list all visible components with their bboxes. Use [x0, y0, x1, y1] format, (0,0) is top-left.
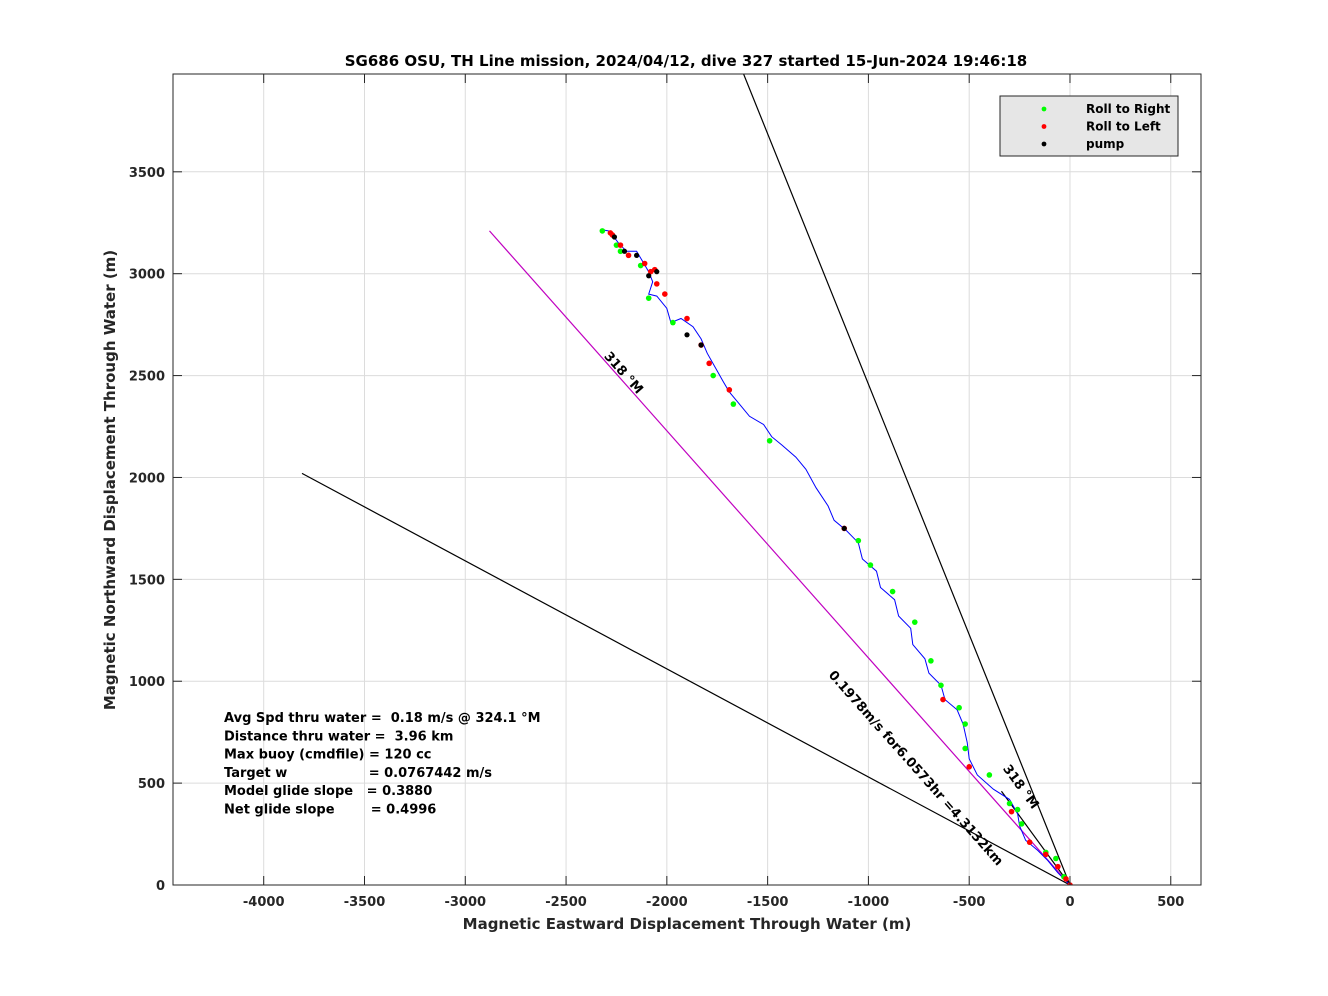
reference-lines	[301, 74, 1071, 885]
stats-line: Model glide slope = 0.3880	[224, 784, 432, 799]
pump-marker	[634, 252, 640, 258]
reference-line	[489, 230, 1071, 885]
roll-right-marker	[645, 295, 652, 301]
y-tick-label: 3000	[129, 268, 165, 283]
roll-right-marker	[855, 537, 862, 544]
roll-right-marker	[956, 704, 962, 711]
axis-ticks: -4000 -3500 -3000 -2500 -2000 -1500 -1000 -500 0…	[129, 74, 1201, 910]
legend-label: Roll to Right	[1086, 102, 1171, 116]
roll-right-marker	[867, 562, 874, 568]
roll-left-marker	[1063, 876, 1069, 882]
roll-right-marker	[928, 658, 934, 664]
y-tick-label: 0	[156, 879, 165, 894]
roll-right-marker	[599, 228, 606, 234]
plot-frame	[172, 73, 1202, 886]
stats-line: Target w = 0.0767442 m/s	[224, 766, 492, 781]
legend-marker	[1041, 141, 1047, 147]
roll-right-marker	[1018, 821, 1025, 827]
reference-line	[301, 472, 1071, 885]
roll-left-marker	[653, 281, 660, 287]
roll-left-marker	[940, 696, 946, 703]
roll-left-marker	[607, 230, 614, 236]
pump-marker	[841, 525, 847, 532]
stats-line: Net glide slope = 0.4996	[224, 803, 436, 818]
roll-right-marker	[1014, 806, 1021, 813]
y-axis-title: Magnetic Northward Displacement Through …	[101, 250, 119, 710]
stats-line: Avg Spd thru water = 0.18 m/s @ 324.1 °M	[224, 711, 541, 726]
stats-line: Distance thru water = 3.96 km	[224, 729, 453, 744]
roll-right-marker	[962, 721, 968, 727]
roll-right-marker	[710, 372, 717, 379]
x-tick-label: -3000	[444, 895, 486, 910]
stats-box: Avg Spd thru water = 0.18 m/s @ 324.1 °M…	[224, 711, 541, 818]
legend-marker	[1041, 106, 1047, 112]
x-tick-label: -2000	[646, 895, 688, 910]
x-tick-label: -1000	[848, 895, 890, 910]
track-group	[602, 229, 1071, 885]
x-tick-label: -3500	[344, 895, 386, 910]
roll-right-marker	[1053, 855, 1059, 862]
x-tick-label: -500	[953, 895, 986, 910]
pump-marker	[654, 269, 660, 275]
roll-right-marker	[1006, 800, 1013, 807]
pump-marker	[646, 273, 652, 279]
pump-marker	[621, 248, 628, 254]
y-tick-label: 1500	[129, 573, 165, 588]
roll-right-marker	[889, 588, 896, 595]
roll-left-marker	[1008, 808, 1015, 815]
roll-left-marker	[706, 360, 712, 367]
roll-left-marker	[1026, 839, 1033, 846]
roll-right-marker	[613, 242, 620, 248]
legend-box	[999, 95, 1179, 157]
stats-line: Max buoy (cmdfile) = 120 cc	[224, 748, 431, 763]
roll-right-marker	[730, 401, 737, 407]
marker-group	[599, 228, 1073, 885]
x-tick-label: 500	[1157, 895, 1184, 910]
x-tick-label: -2500	[545, 895, 587, 910]
roll-right-marker	[766, 437, 773, 444]
y-tick-label: 500	[138, 777, 165, 792]
roll-right-marker	[617, 248, 624, 255]
roll-right-marker	[938, 682, 944, 689]
reference-line	[742, 74, 1071, 885]
roll-left-marker	[684, 315, 690, 322]
roll-right-marker	[962, 745, 968, 752]
x-tick-label: 0	[1065, 895, 1074, 910]
roll-right-marker	[986, 772, 993, 778]
roll-left-marker	[662, 291, 668, 297]
y-tick-label: 3500	[129, 166, 165, 181]
x-tick-label: -4000	[243, 895, 285, 910]
x-tick-label: -1500	[747, 895, 789, 910]
y-tick-label: 1000	[129, 675, 165, 690]
roll-left-marker	[617, 242, 624, 248]
roll-left-marker	[726, 387, 733, 393]
legend-label: Roll to Left	[1086, 120, 1161, 134]
roll-left-marker	[1042, 851, 1049, 858]
roll-left-marker	[966, 764, 972, 770]
roll-left-marker	[625, 252, 632, 259]
roll-left-marker	[641, 260, 648, 267]
pump-marker	[684, 332, 690, 338]
pump-marker	[611, 234, 618, 240]
roll-left-marker	[1055, 863, 1061, 870]
x-axis-title: Magnetic Eastward Displacement Through W…	[463, 915, 912, 933]
pump-marker	[698, 342, 704, 348]
roll-right-marker	[670, 319, 676, 326]
legend-marker	[1041, 124, 1047, 129]
y-tick-label: 2500	[129, 370, 165, 385]
chart-title: SG686 OSU, TH Line mission, 2024/04/12, …	[345, 52, 1028, 70]
legend-label: pump	[1086, 137, 1125, 151]
plot-area	[173, 74, 1201, 885]
legend: Roll to Right Roll to Left pump	[999, 95, 1179, 157]
glider-track	[602, 229, 1071, 885]
roll-right-marker	[911, 619, 918, 625]
y-tick-label: 2000	[129, 471, 165, 486]
